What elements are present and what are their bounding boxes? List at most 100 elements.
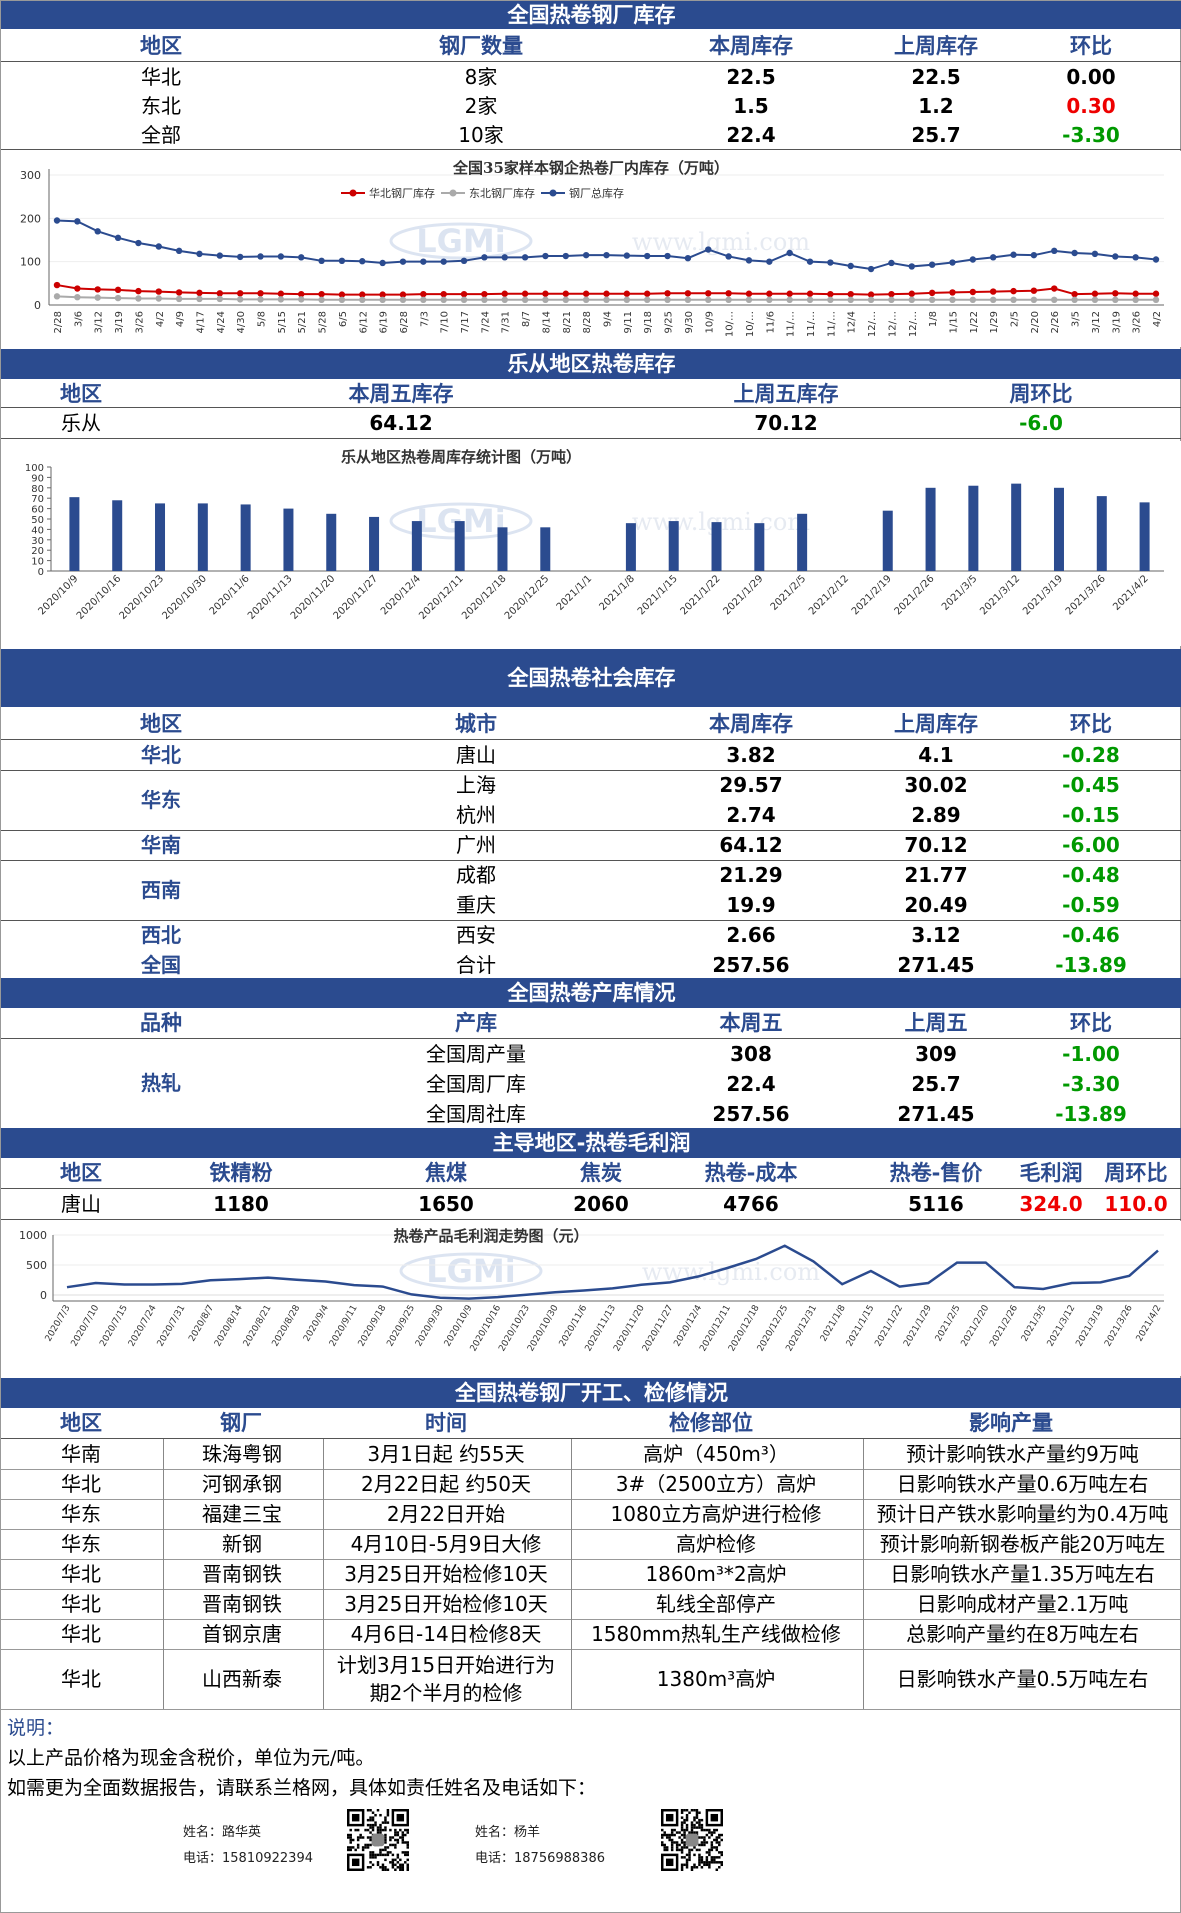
- bar: [155, 503, 166, 571]
- col-time: 时间: [425, 1411, 467, 1435]
- data-point: [114, 234, 122, 242]
- data-point: [542, 252, 549, 260]
- x-tick-label: 11/…: [826, 311, 837, 337]
- region-name: 华北: [61, 1592, 101, 1616]
- x-tick-label: 3/19: [114, 311, 125, 333]
- notes-label: 说明：: [7, 1717, 65, 1739]
- region-name: 华南: [141, 833, 181, 857]
- data-point: [603, 290, 610, 297]
- last-week-value: 25.7: [911, 123, 961, 147]
- x-tick-label: 12/4: [847, 311, 858, 333]
- data-point: [94, 286, 101, 293]
- col-maint-part: 检修部位: [669, 1411, 753, 1435]
- data-point: [257, 296, 264, 303]
- bar: [668, 521, 679, 571]
- data-point: [135, 239, 142, 247]
- chart1-svg: LGMi www.lgmi.com 0 100 200 300 全国35家样本钢企热卷厂内库…: [1, 151, 1181, 347]
- col-mill-count: 钢厂数量: [439, 34, 523, 58]
- data-point: [949, 289, 956, 296]
- y-tick-label: 40: [31, 525, 44, 536]
- bar: [882, 510, 893, 571]
- mill-count: 8家: [464, 65, 498, 89]
- x-tick-label: 2/20: [1030, 311, 1041, 333]
- impact-output: 预计日产铁水影响量约为0.4万吨: [876, 1502, 1169, 1526]
- data-point: [847, 296, 854, 303]
- data-point: [298, 296, 305, 303]
- data-point: [949, 296, 956, 303]
- x-tick-label: 1/15: [948, 311, 959, 333]
- data-point: [989, 288, 997, 295]
- data-point: [1030, 296, 1038, 303]
- data-point: [684, 296, 692, 303]
- change-value: -3.30: [1062, 123, 1120, 147]
- sec1-row: 东北 2家 1.5 1.2 0.30: [1, 91, 1181, 120]
- data-point: [908, 296, 915, 303]
- x-tick-label: 7/31: [501, 311, 512, 333]
- y-tick-label: 0: [38, 567, 44, 578]
- data-point: [399, 291, 407, 298]
- x-tick-label: 5/8: [257, 311, 268, 327]
- city-name: 上海: [456, 773, 496, 797]
- coking-coal-value: 1650: [418, 1192, 474, 1216]
- bar: [497, 527, 508, 571]
- bar: [240, 504, 251, 571]
- maint-time: 3月25日开始检修10天: [344, 1592, 548, 1616]
- data-point: [664, 252, 671, 260]
- data-point: [1010, 296, 1017, 303]
- this-week-value: 29.57: [719, 773, 783, 797]
- data-point: [644, 252, 651, 260]
- last-week-value: 271.45: [897, 953, 975, 977]
- region-name: 全部: [141, 123, 181, 147]
- bar: [1096, 496, 1107, 571]
- y-tick-label: 30: [31, 536, 44, 547]
- x-tick-label: 12/…: [887, 311, 898, 337]
- x-tick-label: 8/28: [582, 311, 593, 333]
- city-name: 杭州: [456, 803, 496, 827]
- data-point: [1030, 251, 1038, 259]
- data-point: [928, 261, 936, 268]
- bar: [1139, 502, 1150, 571]
- contact1-phone: 电话：15810922394: [183, 1851, 313, 1866]
- data-point: [379, 296, 386, 303]
- this-week-value: 19.9: [726, 893, 776, 917]
- data-point: [969, 296, 977, 303]
- data-point: [114, 294, 122, 302]
- last-week-value: 21.77: [904, 863, 968, 887]
- x-tick-label: 1/8: [928, 311, 939, 327]
- x-tick-label: 4/2: [155, 311, 166, 327]
- profit-line: [66, 1244, 1159, 1300]
- x-tick-label: 7/17: [460, 311, 471, 333]
- data-point: [1071, 249, 1078, 257]
- iron-ore-value: 1180: [213, 1192, 269, 1216]
- col-change: 环比: [1070, 34, 1112, 58]
- bar: [112, 500, 123, 571]
- bar: [797, 513, 808, 571]
- bar: [968, 485, 979, 571]
- y-tick-label: 1000: [19, 1229, 47, 1242]
- data-point: [1010, 251, 1017, 258]
- data-point: [1152, 256, 1160, 263]
- x-tick-label: 9/30: [684, 311, 695, 333]
- col-region: 地区: [60, 1411, 102, 1435]
- region-name: 东北: [141, 94, 181, 118]
- y-tick-label: 80: [31, 484, 44, 495]
- data-point: [1112, 253, 1119, 260]
- col-mill: 钢厂: [220, 1411, 262, 1435]
- col-prod-inv: 产库: [455, 1011, 497, 1035]
- bar: [69, 497, 80, 571]
- last-week-value: 1.2: [918, 94, 954, 118]
- change-value: -0.48: [1062, 863, 1120, 887]
- this-friday-value: 22.4: [726, 1072, 776, 1096]
- data-point: [664, 290, 671, 297]
- data-point: [847, 290, 854, 298]
- data-point: [257, 290, 264, 297]
- sec1-row: 全部 10家 22.4 25.7 -3.30: [1, 120, 1181, 149]
- city-name: 成都: [456, 863, 496, 887]
- region-name: 华北: [141, 743, 181, 767]
- section-social-inventory-title: 全国热卷社会库存: [1, 649, 1181, 707]
- maint-time: 3月1日起 约55天: [367, 1442, 525, 1466]
- this-week-value: 257.56: [712, 953, 790, 977]
- region-name: 华东: [61, 1532, 101, 1556]
- y-tick-label: 100: [25, 463, 44, 474]
- y-tick-label: 10: [31, 557, 44, 568]
